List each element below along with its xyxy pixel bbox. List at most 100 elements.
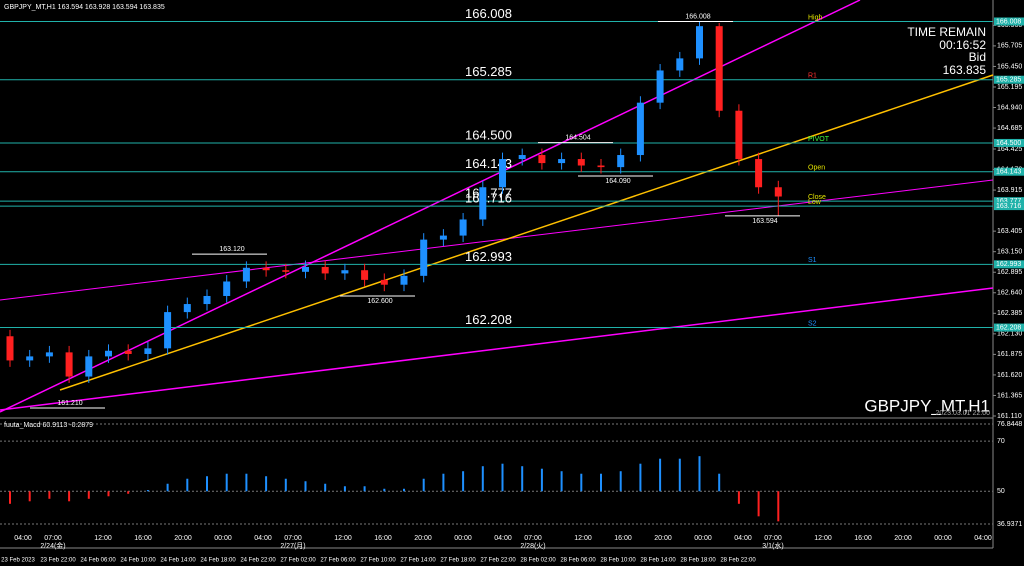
histogram-bar xyxy=(48,491,51,499)
y-tick-label: 163.405 xyxy=(997,228,1022,235)
y-tick-label: 165.705 xyxy=(997,43,1022,50)
bottom-time-label: 28 Feb 06:00 xyxy=(560,558,596,564)
bottom-time-label: 28 Feb 22:00 xyxy=(720,558,756,564)
candle-body xyxy=(656,70,664,103)
axis-marker-label: 162.993 xyxy=(996,261,1021,268)
candle-body xyxy=(499,159,506,188)
candle-body xyxy=(302,266,309,272)
candle-body xyxy=(341,270,349,274)
histogram-bar xyxy=(107,491,110,497)
histogram-bar xyxy=(186,478,189,492)
time-label: 04:00 xyxy=(734,535,752,542)
trend-line xyxy=(59,74,994,391)
y-tick-label: 36.9371 xyxy=(997,521,1022,528)
candle-body xyxy=(361,270,369,280)
time-label: 04:00 xyxy=(974,535,992,542)
candle-body xyxy=(262,267,270,271)
histogram-bar xyxy=(521,466,524,492)
candle-body xyxy=(400,275,408,285)
macd-title: fuuta_Macd 60.9113 -0.2879 xyxy=(4,422,93,429)
y-tick-label: 161.365 xyxy=(997,392,1022,399)
level-name: Open xyxy=(808,165,825,172)
y-tick-label: 165.195 xyxy=(997,84,1022,91)
candle-body xyxy=(124,350,132,354)
histogram-bar xyxy=(28,491,31,502)
time-label: 16:00 xyxy=(614,535,632,542)
histogram-bar xyxy=(718,473,721,492)
axis-marker-label: 164.143 xyxy=(996,169,1021,176)
y-tick-label: 164.940 xyxy=(997,104,1022,111)
bottom-time-label: 23 Feb 2023 xyxy=(1,558,35,564)
time-label: 04:00 xyxy=(494,535,512,542)
date-label: 2/24(金) xyxy=(40,541,65,550)
time-label: 07:00 xyxy=(524,535,542,542)
y-tick-label: 163.150 xyxy=(997,249,1022,256)
candle-body xyxy=(105,350,112,357)
histogram-bar xyxy=(777,491,780,522)
y-tick-label: 162.385 xyxy=(997,310,1022,317)
annotation-label: 164.504 xyxy=(565,134,590,141)
candle-body xyxy=(282,270,290,272)
bottom-time-label: 27 Feb 22:00 xyxy=(480,558,516,564)
level-name: R1 xyxy=(808,73,817,80)
y-tick-label: 161.875 xyxy=(997,351,1022,358)
axis-marker xyxy=(994,197,1024,206)
histogram-bar xyxy=(560,471,563,492)
histogram-bar xyxy=(284,478,287,492)
histogram-bar xyxy=(225,473,228,492)
candle-body xyxy=(597,165,605,168)
axis-marker xyxy=(994,260,1024,269)
candle-body xyxy=(715,26,723,111)
time-label: 07:00 xyxy=(44,535,62,542)
histogram-bar xyxy=(324,483,327,492)
bottom-time-label: 24 Feb 06:00 xyxy=(80,558,116,564)
histogram-bar xyxy=(462,471,465,492)
histogram-bar xyxy=(698,456,701,492)
candle-body xyxy=(45,352,53,357)
annotation-label: 164.090 xyxy=(605,178,630,185)
candle-body xyxy=(636,102,644,156)
histogram-bar xyxy=(245,473,248,492)
histogram-bar xyxy=(737,491,740,504)
time-label: 04:00 xyxy=(254,535,272,542)
candle-body xyxy=(676,58,684,71)
candle-body xyxy=(538,155,546,164)
histogram-bar xyxy=(127,491,130,494)
candle-body xyxy=(420,239,428,276)
timestamp: 2023.03.01 22:00 xyxy=(936,410,991,417)
candle-body xyxy=(26,356,34,361)
histogram-bar xyxy=(659,458,662,492)
y-tick-label: 163.915 xyxy=(997,187,1022,194)
time-label: 16:00 xyxy=(374,535,392,542)
histogram-bar xyxy=(383,488,386,492)
bottom-time-label: 24 Feb 22:00 xyxy=(240,558,276,564)
time-label: 20:00 xyxy=(174,535,192,542)
axis-marker-label: 166.008 xyxy=(996,18,1021,25)
annotation-label: 161.210 xyxy=(57,400,82,407)
time-label: 12:00 xyxy=(334,535,352,542)
bottom-time-label: 23 Feb 22:00 xyxy=(40,558,76,564)
y-tick-label: 76.8448 xyxy=(997,421,1022,428)
histogram-bar xyxy=(757,491,760,517)
axis-marker xyxy=(994,75,1024,84)
level-value: 162.208 xyxy=(465,312,512,327)
histogram-bar xyxy=(403,488,405,492)
candle-body xyxy=(518,155,526,160)
time-label: 00:00 xyxy=(934,535,952,542)
y-tick-label: 165.960 xyxy=(997,22,1022,29)
histogram-bar xyxy=(678,458,681,492)
candle-body xyxy=(459,219,467,236)
candle-body xyxy=(577,159,585,166)
histogram-bar xyxy=(87,491,90,499)
time-label: 07:00 xyxy=(284,535,302,542)
y-tick-label: 161.110 xyxy=(997,413,1022,420)
level-value: 165.285 xyxy=(465,64,512,79)
axis-marker xyxy=(994,202,1024,211)
annotation-label: 162.600 xyxy=(367,298,392,305)
y-tick-label: 164.685 xyxy=(997,125,1022,132)
annotation-label: 166.008 xyxy=(685,13,710,20)
bottom-time-label: 27 Feb 06:00 xyxy=(320,558,356,564)
candle-body xyxy=(321,266,329,274)
